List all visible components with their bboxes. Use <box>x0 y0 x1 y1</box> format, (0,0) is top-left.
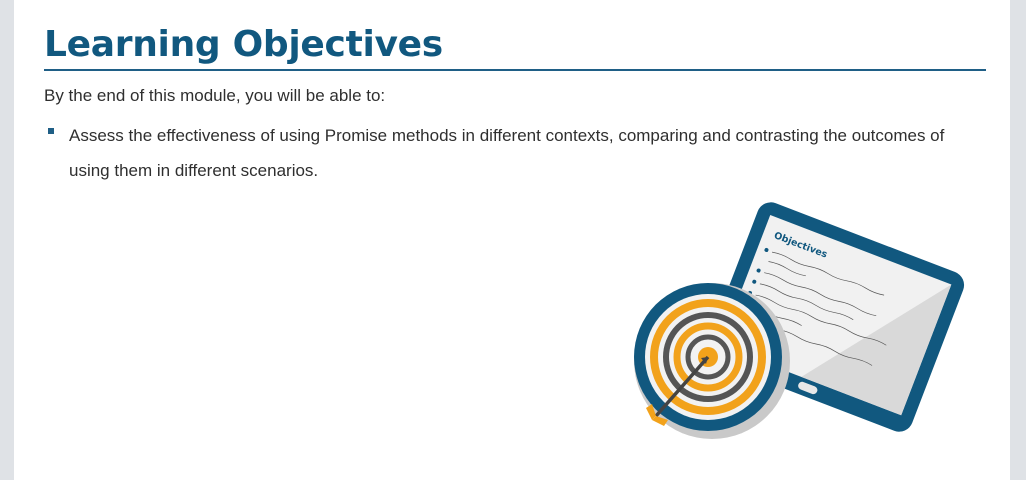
slide: Learning Objectives By the end of this m… <box>14 0 1010 480</box>
slide-title: Learning Objectives <box>44 24 443 65</box>
arrow-icon <box>646 355 710 426</box>
intro-text: By the end of this module, you will be a… <box>44 86 386 105</box>
target-icon <box>634 283 790 439</box>
square-bullet-icon <box>48 128 54 134</box>
home-button-icon <box>798 381 818 395</box>
screen-glare <box>801 284 952 416</box>
objectives-list: Assess the effectiveness of using Promis… <box>44 118 974 188</box>
objectives-illustration: Objectives <box>634 202 965 439</box>
objective-text: Assess the effectiveness of using Promis… <box>69 126 945 180</box>
list-item: Assess the effectiveness of using Promis… <box>44 118 974 188</box>
title-underline <box>44 69 986 71</box>
